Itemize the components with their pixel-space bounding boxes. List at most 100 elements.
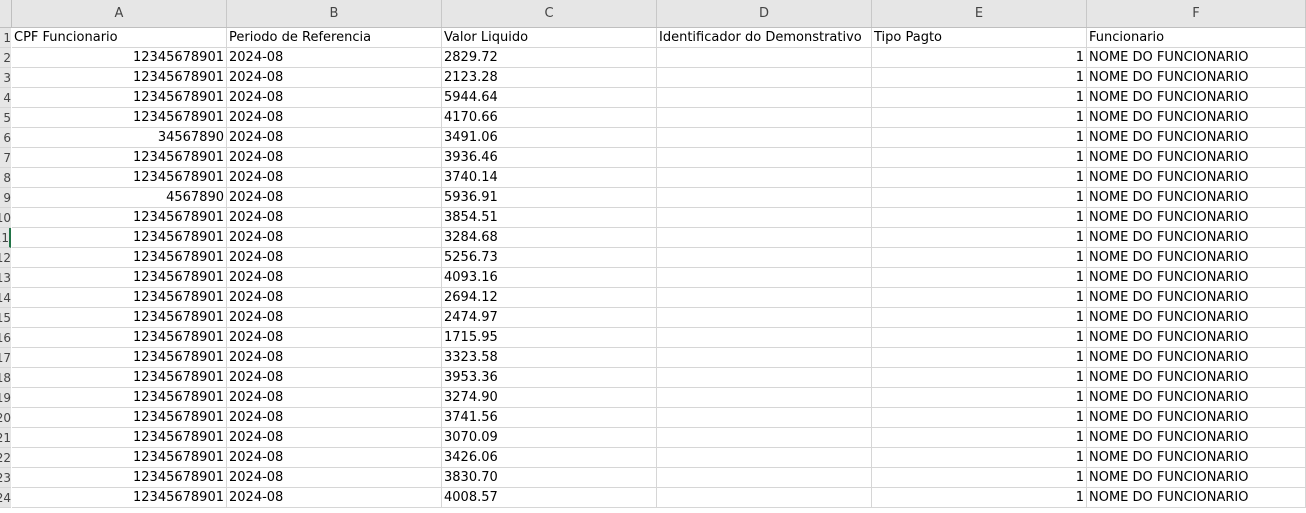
cell-a[interactable]: 12345678901 (12, 428, 227, 448)
cell-b[interactable]: 2024-08 (227, 168, 442, 188)
row-number[interactable]: 13 (0, 268, 11, 288)
cell-a[interactable]: 12345678901 (12, 68, 227, 88)
column-header-b[interactable]: B (227, 0, 442, 27)
cell-c[interactable]: 5256.73 (442, 248, 657, 268)
cell-e[interactable]: 1 (872, 268, 1087, 288)
cell-b[interactable]: 2024-08 (227, 288, 442, 308)
cell-d[interactable] (657, 328, 872, 348)
cell-e[interactable]: 1 (872, 228, 1087, 248)
cell-c[interactable]: 3854.51 (442, 208, 657, 228)
row-number[interactable]: 8 (0, 168, 11, 188)
cell-e[interactable]: 1 (872, 288, 1087, 308)
cell-c[interactable]: 3936.46 (442, 148, 657, 168)
cell-f[interactable]: NOME DO FUNCIONARIO (1087, 408, 1306, 428)
cell-c[interactable]: 3740.14 (442, 168, 657, 188)
cell-e[interactable]: 1 (872, 408, 1087, 428)
cell-c[interactable]: 4008.57 (442, 488, 657, 508)
cell-b[interactable]: 2024-08 (227, 48, 442, 68)
cell-f[interactable]: NOME DO FUNCIONARIO (1087, 448, 1306, 468)
row-number[interactable]: 18 (0, 368, 11, 388)
select-all-corner[interactable] (0, 0, 12, 27)
cell-c[interactable]: 3491.06 (442, 128, 657, 148)
cell-e[interactable]: 1 (872, 128, 1087, 148)
cell-e[interactable]: 1 (872, 168, 1087, 188)
row-number[interactable]: 12 (0, 248, 11, 268)
header-cell-b[interactable]: Periodo de Referencia (227, 28, 442, 48)
cell-a[interactable]: 12345678901 (12, 448, 227, 468)
cell-a[interactable]: 12345678901 (12, 268, 227, 288)
cell-c[interactable]: 2474.97 (442, 308, 657, 328)
cell-e[interactable]: 1 (872, 468, 1087, 488)
cell-e[interactable]: 1 (872, 448, 1087, 468)
cell-c[interactable]: 1715.95 (442, 328, 657, 348)
cell-d[interactable] (657, 68, 872, 88)
cell-a[interactable]: 12345678901 (12, 88, 227, 108)
cell-b[interactable]: 2024-08 (227, 348, 442, 368)
cell-a[interactable]: 34567890 (12, 128, 227, 148)
cell-a[interactable]: 12345678901 (12, 468, 227, 488)
row-number[interactable]: 3 (0, 68, 11, 88)
row-number[interactable]: 20 (0, 408, 11, 428)
cell-b[interactable]: 2024-08 (227, 88, 442, 108)
column-header-d[interactable]: D (657, 0, 872, 27)
cell-c[interactable]: 2829.72 (442, 48, 657, 68)
row-number[interactable]: 6 (0, 128, 11, 148)
header-cell-d[interactable]: Identificador do Demonstrativo (657, 28, 872, 48)
cell-b[interactable]: 2024-08 (227, 468, 442, 488)
cell-c[interactable]: 3830.70 (442, 468, 657, 488)
cell-e[interactable]: 1 (872, 88, 1087, 108)
cell-e[interactable]: 1 (872, 388, 1087, 408)
cell-a[interactable]: 12345678901 (12, 348, 227, 368)
cell-d[interactable] (657, 108, 872, 128)
cell-d[interactable] (657, 288, 872, 308)
row-number[interactable]: 21 (0, 428, 11, 448)
cell-c[interactable]: 3741.56 (442, 408, 657, 428)
cell-e[interactable]: 1 (872, 248, 1087, 268)
cell-d[interactable] (657, 148, 872, 168)
cell-b[interactable]: 2024-08 (227, 368, 442, 388)
cell-d[interactable] (657, 228, 872, 248)
cell-e[interactable]: 1 (872, 368, 1087, 388)
cell-b[interactable]: 2024-08 (227, 408, 442, 428)
header-cell-a[interactable]: CPF Funcionario (12, 28, 227, 48)
row-number[interactable]: 5 (0, 108, 11, 128)
cell-b[interactable]: 2024-08 (227, 428, 442, 448)
cell-d[interactable] (657, 448, 872, 468)
column-header-a[interactable]: A (12, 0, 227, 27)
cell-d[interactable] (657, 188, 872, 208)
cell-c[interactable]: 2694.12 (442, 288, 657, 308)
cell-f[interactable]: NOME DO FUNCIONARIO (1087, 308, 1306, 328)
row-number[interactable]: 2 (0, 48, 11, 68)
cell-b[interactable]: 2024-08 (227, 148, 442, 168)
cell-a[interactable]: 12345678901 (12, 108, 227, 128)
header-cell-c[interactable]: Valor Liquido (442, 28, 657, 48)
column-header-f[interactable]: F (1087, 0, 1306, 27)
cell-c[interactable]: 4093.16 (442, 268, 657, 288)
cell-f[interactable]: NOME DO FUNCIONARIO (1087, 228, 1306, 248)
column-header-c[interactable]: C (442, 0, 657, 27)
cell-c[interactable]: 3070.09 (442, 428, 657, 448)
cell-a[interactable]: 12345678901 (12, 248, 227, 268)
cell-a[interactable]: 12345678901 (12, 488, 227, 508)
cell-c[interactable]: 5936.91 (442, 188, 657, 208)
cell-d[interactable] (657, 248, 872, 268)
cell-f[interactable]: NOME DO FUNCIONARIO (1087, 88, 1306, 108)
cell-f[interactable]: NOME DO FUNCIONARIO (1087, 468, 1306, 488)
cell-e[interactable]: 1 (872, 348, 1087, 368)
cell-f[interactable]: NOME DO FUNCIONARIO (1087, 108, 1306, 128)
cell-c[interactable]: 3953.36 (442, 368, 657, 388)
header-cell-f[interactable]: Funcionario (1087, 28, 1306, 48)
cell-f[interactable]: NOME DO FUNCIONARIO (1087, 268, 1306, 288)
cell-a[interactable]: 12345678901 (12, 228, 227, 248)
column-header-e[interactable]: E (872, 0, 1087, 27)
cell-d[interactable] (657, 88, 872, 108)
cell-e[interactable]: 1 (872, 148, 1087, 168)
cell-e[interactable]: 1 (872, 488, 1087, 508)
cell-e[interactable]: 1 (872, 428, 1087, 448)
row-number[interactable]: 1 (0, 28, 11, 48)
cell-d[interactable] (657, 348, 872, 368)
cell-d[interactable] (657, 168, 872, 188)
cell-f[interactable]: NOME DO FUNCIONARIO (1087, 488, 1306, 508)
cell-e[interactable]: 1 (872, 68, 1087, 88)
cell-c[interactable]: 4170.66 (442, 108, 657, 128)
